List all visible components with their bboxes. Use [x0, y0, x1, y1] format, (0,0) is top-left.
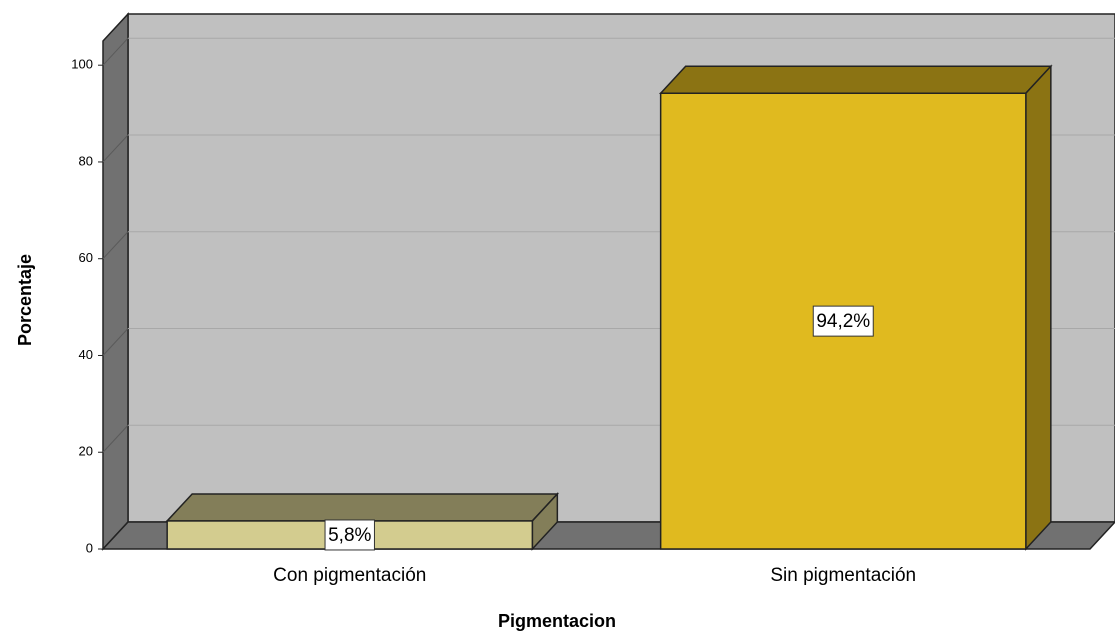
y-tick-label: 40 — [79, 347, 93, 362]
bar-top — [165, 493, 560, 522]
x-tick-label: Con pigmentación — [273, 565, 426, 586]
grid-line — [102, 328, 129, 356]
value-label: 5,8% — [328, 525, 371, 546]
grid-line — [102, 37, 129, 66]
value-label-box — [812, 305, 874, 337]
bar-side — [1025, 64, 1052, 551]
grid-line — [102, 424, 129, 453]
value-label: 94,2% — [816, 311, 870, 332]
y-tick-label: 80 — [79, 153, 93, 168]
y-tick-label: 0 — [86, 540, 93, 555]
y-tick-label: 20 — [79, 444, 93, 459]
bar-top — [658, 65, 1053, 95]
grid-line — [102, 134, 129, 163]
grid-line — [102, 231, 129, 260]
x-tick-label: Sin pigmentación — [770, 565, 916, 586]
y-axis-title: Porcentaje — [15, 254, 35, 346]
left-wall — [102, 12, 129, 551]
x-axis-title: Pigmentacion — [498, 611, 616, 631]
value-label-box — [324, 519, 375, 551]
y-tick-label: 60 — [79, 250, 93, 265]
y-tick-label: 100 — [71, 57, 93, 72]
